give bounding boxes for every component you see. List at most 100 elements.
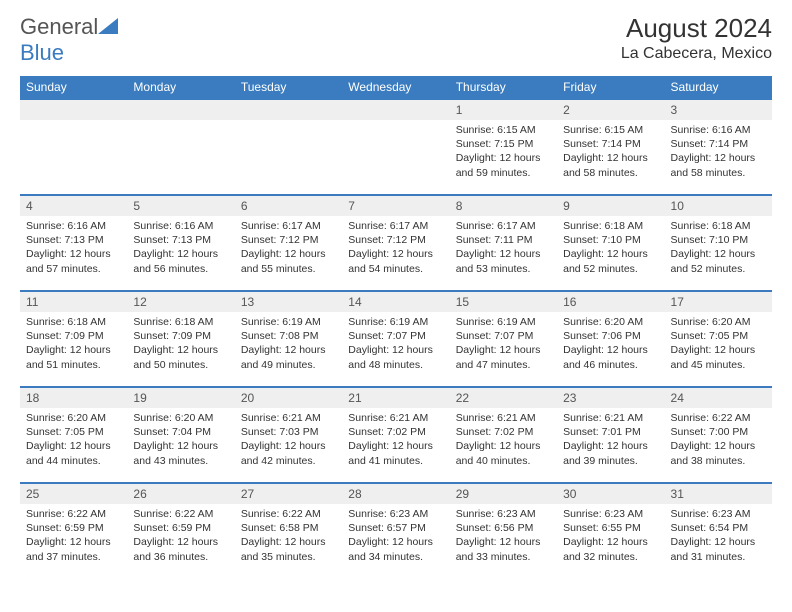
daylight-text-1: Daylight: 12 hours <box>348 535 443 549</box>
day-number: 20 <box>235 388 342 408</box>
day-details: Sunrise: 6:15 AMSunset: 7:14 PMDaylight:… <box>557 120 664 183</box>
daylight-text-2: and 36 minutes. <box>133 550 228 564</box>
calendar-week-row: 18Sunrise: 6:20 AMSunset: 7:05 PMDayligh… <box>20 387 772 483</box>
day-header: Saturday <box>665 76 772 99</box>
day-number: 28 <box>342 484 449 504</box>
day-header: Wednesday <box>342 76 449 99</box>
day-header: Tuesday <box>235 76 342 99</box>
calendar-day-cell: 1Sunrise: 6:15 AMSunset: 7:15 PMDaylight… <box>450 99 557 195</box>
sunrise-text: Sunrise: 6:21 AM <box>241 411 336 425</box>
day-details: Sunrise: 6:22 AMSunset: 6:59 PMDaylight:… <box>20 504 127 567</box>
sunrise-text: Sunrise: 6:20 AM <box>671 315 766 329</box>
day-details: Sunrise: 6:19 AMSunset: 7:07 PMDaylight:… <box>450 312 557 375</box>
day-details: Sunrise: 6:20 AMSunset: 7:05 PMDaylight:… <box>20 408 127 471</box>
sunset-text: Sunset: 7:12 PM <box>348 233 443 247</box>
daylight-text-1: Daylight: 12 hours <box>456 151 551 165</box>
calendar-day-cell: 5Sunrise: 6:16 AMSunset: 7:13 PMDaylight… <box>127 195 234 291</box>
sunrise-text: Sunrise: 6:16 AM <box>26 219 121 233</box>
daylight-text-2: and 37 minutes. <box>26 550 121 564</box>
sunrise-text: Sunrise: 6:18 AM <box>563 219 658 233</box>
sunrise-text: Sunrise: 6:18 AM <box>133 315 228 329</box>
day-details: Sunrise: 6:20 AMSunset: 7:05 PMDaylight:… <box>665 312 772 375</box>
day-number: 24 <box>665 388 772 408</box>
daylight-text-2: and 33 minutes. <box>456 550 551 564</box>
day-number <box>342 100 449 120</box>
daylight-text-2: and 47 minutes. <box>456 358 551 372</box>
calendar-day-cell: 12Sunrise: 6:18 AMSunset: 7:09 PMDayligh… <box>127 291 234 387</box>
daylight-text-2: and 51 minutes. <box>26 358 121 372</box>
daylight-text-2: and 39 minutes. <box>563 454 658 468</box>
sunset-text: Sunset: 6:54 PM <box>671 521 766 535</box>
calendar-day-cell <box>20 99 127 195</box>
day-details: Sunrise: 6:21 AMSunset: 7:01 PMDaylight:… <box>557 408 664 471</box>
daylight-text-2: and 58 minutes. <box>563 166 658 180</box>
day-details: Sunrise: 6:15 AMSunset: 7:15 PMDaylight:… <box>450 120 557 183</box>
sunrise-text: Sunrise: 6:23 AM <box>456 507 551 521</box>
calendar-day-cell: 23Sunrise: 6:21 AMSunset: 7:01 PMDayligh… <box>557 387 664 483</box>
daylight-text-2: and 53 minutes. <box>456 262 551 276</box>
daylight-text-2: and 46 minutes. <box>563 358 658 372</box>
sunset-text: Sunset: 7:12 PM <box>241 233 336 247</box>
daylight-text-1: Daylight: 12 hours <box>26 535 121 549</box>
day-number: 7 <box>342 196 449 216</box>
daylight-text-1: Daylight: 12 hours <box>26 247 121 261</box>
daylight-text-1: Daylight: 12 hours <box>671 247 766 261</box>
daylight-text-1: Daylight: 12 hours <box>456 439 551 453</box>
sunset-text: Sunset: 6:58 PM <box>241 521 336 535</box>
day-details: Sunrise: 6:23 AMSunset: 6:55 PMDaylight:… <box>557 504 664 567</box>
calendar-day-cell <box>127 99 234 195</box>
daylight-text-2: and 48 minutes. <box>348 358 443 372</box>
daylight-text-1: Daylight: 12 hours <box>671 439 766 453</box>
daylight-text-2: and 31 minutes. <box>671 550 766 564</box>
daylight-text-1: Daylight: 12 hours <box>133 439 228 453</box>
sunset-text: Sunset: 7:13 PM <box>133 233 228 247</box>
day-header: Monday <box>127 76 234 99</box>
daylight-text-2: and 49 minutes. <box>241 358 336 372</box>
calendar-day-cell <box>235 99 342 195</box>
day-number: 18 <box>20 388 127 408</box>
daylight-text-1: Daylight: 12 hours <box>563 535 658 549</box>
sunrise-text: Sunrise: 6:20 AM <box>133 411 228 425</box>
day-number <box>127 100 234 120</box>
day-details: Sunrise: 6:20 AMSunset: 7:06 PMDaylight:… <box>557 312 664 375</box>
sunset-text: Sunset: 7:09 PM <box>133 329 228 343</box>
day-number: 19 <box>127 388 234 408</box>
sunset-text: Sunset: 7:09 PM <box>26 329 121 343</box>
daylight-text-1: Daylight: 12 hours <box>241 439 336 453</box>
day-details: Sunrise: 6:17 AMSunset: 7:12 PMDaylight:… <box>342 216 449 279</box>
daylight-text-1: Daylight: 12 hours <box>563 439 658 453</box>
calendar-day-cell: 31Sunrise: 6:23 AMSunset: 6:54 PMDayligh… <box>665 483 772 579</box>
day-details: Sunrise: 6:18 AMSunset: 7:10 PMDaylight:… <box>557 216 664 279</box>
daylight-text-1: Daylight: 12 hours <box>671 151 766 165</box>
sunrise-text: Sunrise: 6:19 AM <box>241 315 336 329</box>
day-number: 15 <box>450 292 557 312</box>
day-details: Sunrise: 6:19 AMSunset: 7:07 PMDaylight:… <box>342 312 449 375</box>
sunrise-text: Sunrise: 6:18 AM <box>26 315 121 329</box>
daylight-text-2: and 42 minutes. <box>241 454 336 468</box>
month-title: August 2024 <box>621 14 772 43</box>
day-number: 11 <box>20 292 127 312</box>
daylight-text-2: and 45 minutes. <box>671 358 766 372</box>
calendar-day-cell: 4Sunrise: 6:16 AMSunset: 7:13 PMDaylight… <box>20 195 127 291</box>
day-number: 1 <box>450 100 557 120</box>
sunset-text: Sunset: 7:07 PM <box>456 329 551 343</box>
sunrise-text: Sunrise: 6:19 AM <box>456 315 551 329</box>
calendar-week-row: 1Sunrise: 6:15 AMSunset: 7:15 PMDaylight… <box>20 99 772 195</box>
day-number: 5 <box>127 196 234 216</box>
daylight-text-2: and 38 minutes. <box>671 454 766 468</box>
calendar-header-row: SundayMondayTuesdayWednesdayThursdayFrid… <box>20 76 772 99</box>
daylight-text-1: Daylight: 12 hours <box>26 343 121 357</box>
sunset-text: Sunset: 7:00 PM <box>671 425 766 439</box>
sunrise-text: Sunrise: 6:21 AM <box>456 411 551 425</box>
daylight-text-2: and 54 minutes. <box>348 262 443 276</box>
day-number: 21 <box>342 388 449 408</box>
calendar-day-cell: 7Sunrise: 6:17 AMSunset: 7:12 PMDaylight… <box>342 195 449 291</box>
sunrise-text: Sunrise: 6:20 AM <box>26 411 121 425</box>
calendar-day-cell: 10Sunrise: 6:18 AMSunset: 7:10 PMDayligh… <box>665 195 772 291</box>
calendar-day-cell: 14Sunrise: 6:19 AMSunset: 7:07 PMDayligh… <box>342 291 449 387</box>
day-details: Sunrise: 6:21 AMSunset: 7:03 PMDaylight:… <box>235 408 342 471</box>
title-block: August 2024 La Cabecera, Mexico <box>621 14 772 63</box>
calendar-day-cell: 19 Sunrise: 6:20 AMSunset: 7:04 PMDayligh… <box>127 387 234 483</box>
sunset-text: Sunset: 7:04 PM <box>133 425 228 439</box>
daylight-text-1: Daylight: 12 hours <box>348 247 443 261</box>
